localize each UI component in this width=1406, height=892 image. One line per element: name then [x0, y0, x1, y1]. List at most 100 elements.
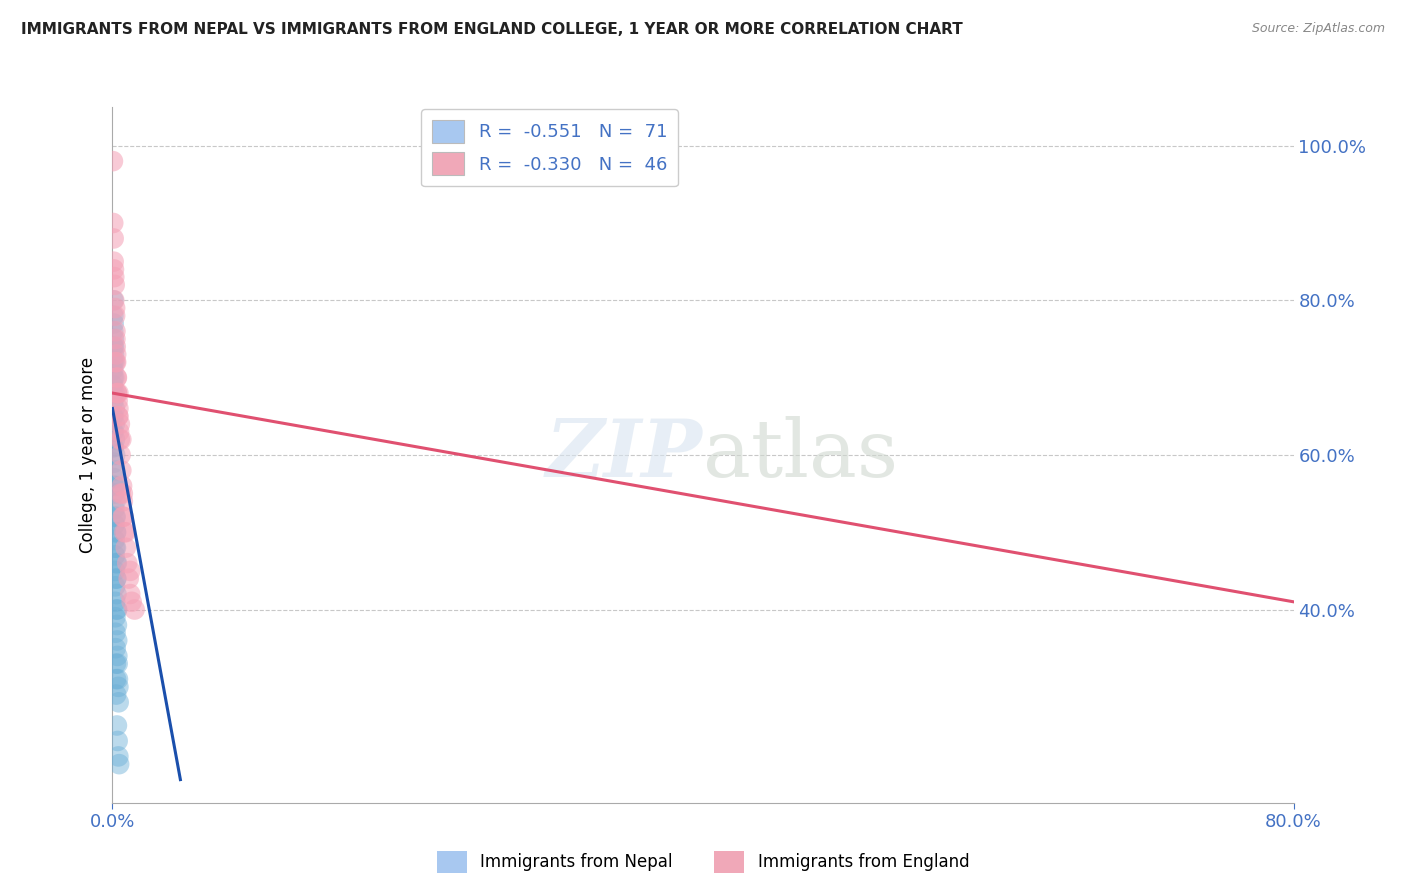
Point [104, 549, 127, 563]
Point [103, 370, 125, 384]
Point [120, 587, 142, 601]
Point [104, 355, 127, 369]
Point [105, 370, 128, 384]
Point [104, 595, 127, 609]
Point [105, 602, 128, 616]
Point [101, 340, 124, 354]
Point [105, 672, 128, 686]
Point [107, 672, 129, 686]
Point [108, 425, 131, 439]
Point [103, 386, 125, 401]
Point [104, 401, 127, 416]
Point [105, 633, 128, 648]
Point [103, 262, 125, 277]
Point [105, 648, 128, 663]
Point [107, 695, 129, 709]
Point [107, 734, 129, 748]
Point [111, 479, 134, 493]
Point [105, 347, 128, 361]
Point [103, 479, 125, 493]
Point [104, 625, 127, 640]
Point [104, 277, 127, 292]
Point [104, 610, 127, 624]
Point [108, 417, 131, 431]
Point [103, 216, 125, 230]
Point [111, 486, 134, 500]
Point [105, 355, 128, 369]
Point [103, 309, 125, 323]
Point [105, 602, 128, 616]
Point [103, 317, 125, 331]
Point [105, 618, 128, 632]
Point [101, 425, 124, 439]
Point [105, 688, 128, 702]
Point [101, 355, 124, 369]
Point [108, 433, 131, 447]
Point [111, 509, 134, 524]
Point [107, 401, 129, 416]
Point [105, 587, 128, 601]
Point [118, 572, 141, 586]
Point [103, 502, 125, 516]
Legend: R =  -0.551   N =  71, R =  -0.330   N =  46: R = -0.551 N = 71, R = -0.330 N = 46 [420, 109, 678, 186]
Point [108, 757, 131, 772]
Point [101, 386, 124, 401]
Point [107, 386, 129, 401]
Point [104, 641, 127, 656]
Point [101, 409, 124, 424]
Point [105, 556, 128, 570]
Point [103, 231, 125, 245]
Point [107, 680, 129, 694]
Point [105, 572, 128, 586]
Point [103, 332, 125, 346]
Point [114, 541, 136, 555]
Point [103, 355, 125, 369]
Point [112, 509, 135, 524]
Point [104, 463, 127, 477]
Point [101, 154, 124, 169]
Point [105, 541, 128, 555]
Point [104, 525, 127, 540]
Point [103, 425, 125, 439]
Point [105, 525, 128, 540]
Point [104, 509, 127, 524]
Point [103, 370, 125, 384]
Point [104, 509, 127, 524]
Text: atlas: atlas [703, 416, 898, 494]
Point [103, 324, 125, 338]
Point [107, 657, 129, 671]
Point [104, 340, 127, 354]
Point [104, 301, 127, 315]
Point [104, 417, 127, 431]
Point [103, 293, 125, 308]
Point [101, 440, 124, 454]
Point [104, 579, 127, 593]
Point [103, 270, 125, 285]
Point [104, 332, 127, 346]
Point [124, 602, 146, 616]
Point [104, 657, 127, 671]
Point [110, 486, 132, 500]
Point [103, 409, 125, 424]
Point [103, 517, 125, 532]
Point [103, 471, 125, 485]
Point [104, 448, 127, 462]
Point [105, 718, 128, 732]
Y-axis label: College, 1 year or more: College, 1 year or more [79, 357, 97, 553]
Text: IMMIGRANTS FROM NEPAL VS IMMIGRANTS FROM ENGLAND COLLEGE, 1 YEAR OR MORE CORRELA: IMMIGRANTS FROM NEPAL VS IMMIGRANTS FROM… [21, 22, 963, 37]
Point [105, 370, 128, 384]
Point [110, 448, 132, 462]
Point [112, 525, 135, 540]
Point [105, 386, 128, 401]
Point [103, 293, 125, 308]
Point [120, 564, 142, 578]
Point [110, 433, 132, 447]
Point [103, 340, 125, 354]
Point [105, 386, 128, 401]
Point [103, 393, 125, 408]
Point [107, 393, 129, 408]
Text: Source: ZipAtlas.com: Source: ZipAtlas.com [1251, 22, 1385, 36]
Point [105, 556, 128, 570]
Point [103, 347, 125, 361]
Point [104, 324, 127, 338]
